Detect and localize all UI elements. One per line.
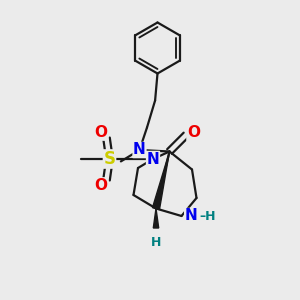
Text: N: N: [133, 142, 146, 158]
Text: H: H: [151, 236, 161, 248]
Polygon shape: [153, 208, 159, 228]
Text: O: O: [94, 178, 108, 193]
Text: S: S: [103, 150, 116, 168]
Text: O: O: [187, 125, 200, 140]
Text: N: N: [185, 208, 197, 224]
Text: –H: –H: [199, 209, 215, 223]
Polygon shape: [152, 152, 170, 209]
Text: O: O: [94, 125, 108, 140]
Text: N: N: [147, 152, 159, 166]
